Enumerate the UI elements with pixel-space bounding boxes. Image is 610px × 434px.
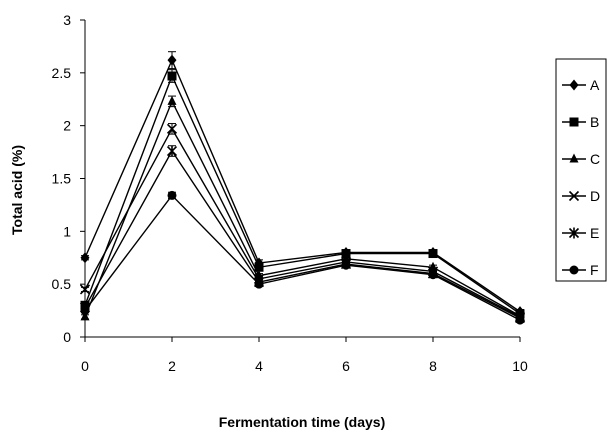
legend-marker-f [569,265,579,275]
axes: 0 0.5 1 1.5 2 2.5 3 0 2 4 6 8 10 [52,12,528,374]
series-b-line [84,74,521,315]
x-tick-label: 2 [168,358,176,374]
legend-item-a: A [562,77,600,93]
x-tick-label: 0 [81,358,89,374]
series-b-point [428,249,438,259]
legend-label-e: E [590,225,599,241]
legend-item-c: C [562,151,600,167]
x-tick-label: 6 [342,358,350,374]
legend-marker-c [569,153,579,163]
legend-label-f: F [590,262,599,278]
legend-label-d: D [590,188,600,204]
series-a-point [167,54,177,66]
x-tick-label: 8 [429,358,437,374]
series-f-point [428,270,438,280]
legend-marker-e [568,227,580,239]
series-d-line [84,127,521,318]
legend-box [555,58,607,282]
y-tick-label: 1.5 [52,171,72,187]
plot-area [79,51,526,325]
legend-marker-a [569,79,579,91]
series-a-line [84,58,521,313]
legend-marker-d [568,190,580,202]
series-b-point [167,71,177,81]
legend-item-f: F [562,262,599,278]
series-e [79,145,526,324]
series-d [79,123,526,322]
x-tick-label: 10 [512,358,528,374]
series-e-point [166,145,178,157]
legend-label-c: C [590,151,600,167]
y-axis-title: Total acid (%) [9,145,25,235]
legend: A B C D E F [555,58,607,282]
y-tick-label: 2.5 [52,65,72,81]
series-f-point [167,190,177,200]
y-tick-label: 0 [63,329,71,345]
series-f-line [84,194,521,321]
legend-label-a: A [590,77,600,93]
series-f-point [341,260,351,270]
legend-item-e: E [562,225,599,241]
y-tick-label: 2 [63,118,71,134]
x-axis-title: Fermentation time (days) [219,414,385,430]
x-tick-label: 4 [255,358,263,374]
legend-item-d: D [562,188,600,204]
y-tick-label: 3 [63,12,71,28]
legend-label-b: B [590,114,599,130]
y-tick-label: 1 [63,223,71,239]
series-f-point [254,279,264,289]
series-c-line [84,99,521,318]
series-c-point [167,95,177,105]
y-tick-label: 0.5 [52,276,72,292]
series-d-point [166,123,178,134]
legend-item-b: B [562,114,599,130]
series-e-line [84,149,521,319]
series-a [80,51,525,318]
series-f-point [515,315,525,325]
legend-marker-b [569,117,579,127]
series-b-point [254,262,264,272]
